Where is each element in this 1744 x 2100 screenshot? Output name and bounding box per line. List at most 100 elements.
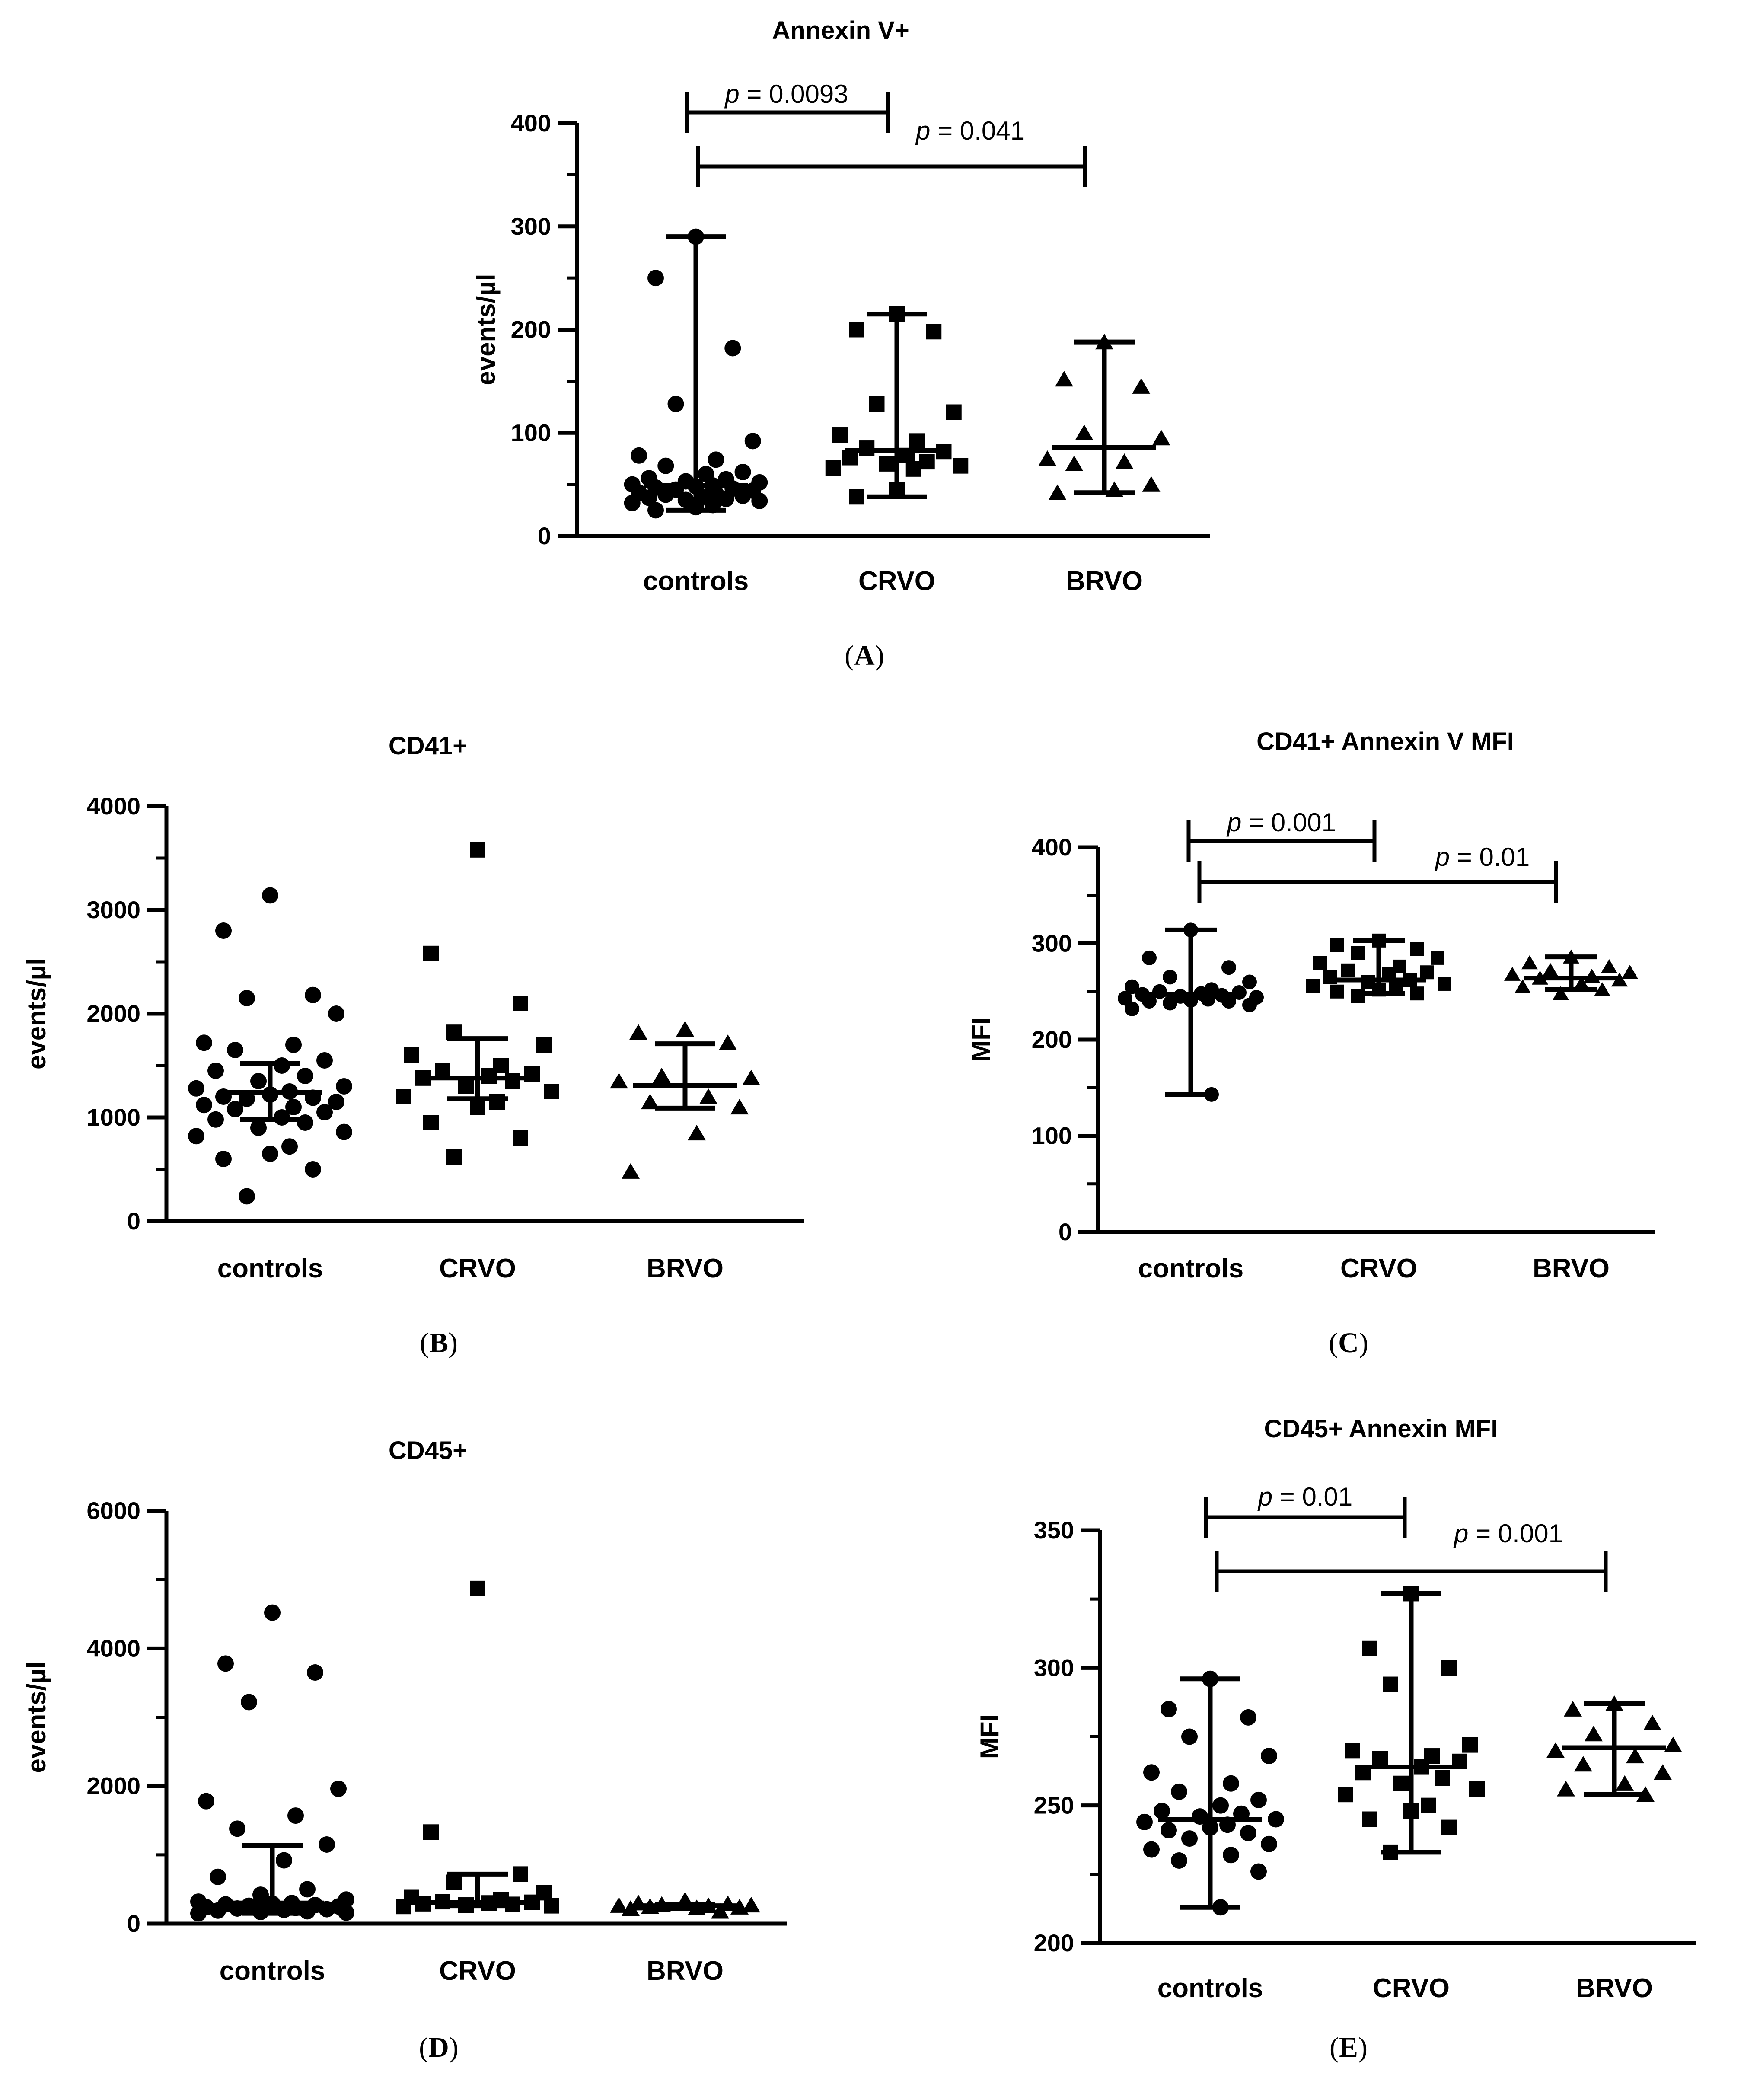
data-point-circle — [751, 492, 768, 509]
p-value: = 0.01 — [1272, 1482, 1352, 1511]
y-tick-label: 300 — [1034, 1654, 1074, 1681]
data-point-square — [1362, 1811, 1377, 1827]
data-point-circle — [1171, 1852, 1187, 1869]
p-value: = 0.01 — [1450, 843, 1530, 871]
data-point-circle — [1212, 1797, 1229, 1814]
series-crvo — [825, 306, 969, 505]
panel-letter: C — [1338, 1327, 1359, 1359]
data-point-circle — [647, 502, 664, 519]
data-point-circle — [1161, 1822, 1177, 1838]
data-point-circle — [734, 463, 751, 480]
y-tick-label: 100 — [1032, 1122, 1072, 1149]
p-value: = 0.0093 — [740, 80, 848, 109]
data-point-square — [536, 1037, 552, 1053]
data-point-circle — [285, 1037, 302, 1053]
series-brvo — [610, 1021, 760, 1179]
data-point-triangle — [1654, 1764, 1672, 1780]
data-point-circle — [1142, 994, 1157, 1009]
data-point-circle — [717, 491, 734, 507]
data-point-square — [919, 454, 935, 470]
data-point-triangle — [1585, 1726, 1603, 1742]
data-point-square — [1462, 1737, 1478, 1753]
data-point-triangle — [1643, 1714, 1661, 1730]
data-point-circle — [217, 1655, 234, 1672]
data-point-triangle — [629, 1024, 647, 1040]
data-point-triangle — [730, 1899, 749, 1915]
x-category-label: controls — [643, 566, 749, 596]
data-point-triangle — [688, 1124, 706, 1141]
chart-panel-a: Annexin V+ 0 100 200 300 400 events/µl controls… — [472, 16, 1210, 671]
panel-letter: B — [429, 1327, 448, 1359]
data-point-circle — [1181, 1830, 1198, 1847]
data-point-circle — [708, 451, 724, 468]
data-point-circle — [667, 396, 684, 412]
data-point-circle — [1143, 1841, 1160, 1858]
data-point-square — [869, 396, 885, 412]
data-point-square — [953, 458, 969, 474]
y-tick-label: 100 — [511, 419, 551, 446]
data-point-circle — [1221, 994, 1236, 1009]
p-value-label: p = 0.0093 — [724, 80, 848, 109]
x-category-label: CRVO — [439, 1956, 516, 1986]
panel-label: (B) — [420, 1327, 458, 1359]
y-axis-label: MFI — [975, 1714, 1004, 1759]
y-tick-label: 400 — [511, 109, 551, 137]
data-point-square — [905, 461, 921, 477]
data-point-triangle — [1622, 965, 1638, 979]
data-point-square — [544, 1898, 559, 1914]
p-value: = 0.041 — [930, 116, 1025, 145]
data-point-square — [849, 489, 864, 505]
data-point-square — [446, 1874, 462, 1890]
data-point-circle — [1268, 1811, 1284, 1828]
data-point-circle — [229, 1820, 245, 1837]
data-point-circle — [215, 922, 232, 939]
y-axis-label: MFI — [966, 1017, 995, 1062]
data-point-square — [1351, 946, 1365, 960]
y-tick-label: 2000 — [86, 1000, 140, 1027]
data-point-triangle — [653, 1067, 671, 1084]
data-point-circle — [1250, 1863, 1267, 1880]
y-tick-label: 200 — [1032, 1026, 1072, 1053]
data-point-triangle — [742, 1896, 760, 1913]
data-point-circle — [647, 270, 664, 287]
p-symbol: p — [1226, 808, 1241, 837]
data-point-square — [470, 1580, 485, 1596]
panel-label: (A) — [845, 640, 884, 671]
data-point-circle — [1142, 950, 1157, 965]
chart-panel-b: CD41+ 0 1000 2000 3000 4000 events/µl controls C… — [22, 732, 804, 1359]
series-controls — [1118, 922, 1264, 1102]
data-point-triangle — [610, 1897, 628, 1913]
significance-bracket: p = 0.001 — [1215, 1519, 1608, 1592]
panel-label: (D) — [419, 2032, 459, 2063]
data-point-circle — [297, 1068, 313, 1084]
data-point-square — [544, 1084, 559, 1099]
panel-letter: E — [1339, 2032, 1358, 2063]
data-point-square — [423, 1824, 439, 1840]
panel-paren: ( — [419, 2032, 428, 2063]
data-point-circle — [305, 986, 321, 1003]
p-value: = 0.001 — [1468, 1519, 1563, 1548]
series-controls — [1136, 1670, 1284, 1916]
data-point-triangle — [1564, 1701, 1582, 1717]
data-point-circle — [305, 1161, 321, 1178]
series-crvo — [1338, 1586, 1485, 1860]
data-point-triangle — [1132, 378, 1151, 394]
data-point-circle — [1242, 974, 1257, 989]
data-point-circle — [215, 1151, 232, 1167]
y-tick-label: 200 — [511, 316, 551, 343]
chart-title: CD41+ Annexin V MFI — [1256, 728, 1514, 756]
y-tick-label: 1000 — [86, 1104, 140, 1131]
data-point-triangle — [1055, 371, 1073, 387]
significance-bracket: p = 0.01 — [1197, 843, 1558, 903]
data-point-triangle — [1601, 959, 1617, 973]
y-tick-label: 350 — [1034, 1516, 1074, 1544]
significance-bracket: p = 0.041 — [696, 116, 1087, 187]
data-point-square — [825, 460, 841, 476]
y-axis-label: events/µl — [472, 274, 501, 385]
data-point-triangle — [641, 1093, 659, 1110]
data-point-triangle — [1616, 1775, 1634, 1791]
data-point-circle — [239, 1188, 255, 1205]
data-point-circle — [1181, 1728, 1198, 1745]
data-point-triangle — [1075, 424, 1094, 440]
